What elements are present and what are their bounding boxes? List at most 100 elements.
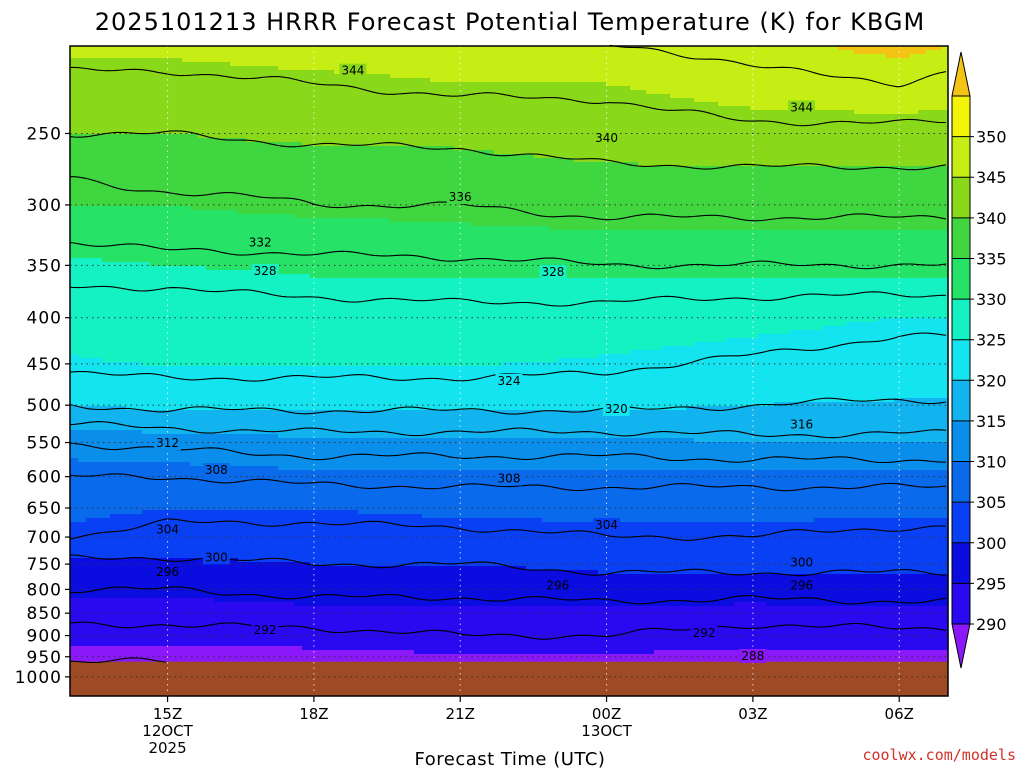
heatmap-cell — [134, 294, 143, 299]
heatmap-cell — [118, 146, 127, 151]
heatmap-cell — [78, 234, 87, 239]
heatmap-cell — [190, 658, 199, 662]
heatmap-cell — [206, 454, 215, 459]
heatmap-cell — [150, 194, 159, 199]
heatmap-cell — [118, 590, 127, 595]
heatmap-cell — [86, 310, 95, 315]
heatmap-cell — [134, 502, 143, 507]
heatmap-cell — [318, 170, 327, 175]
heatmap-cell — [190, 126, 199, 131]
heatmap-cell — [206, 266, 215, 271]
heatmap-cell — [134, 442, 143, 447]
heatmap-cell — [286, 230, 295, 235]
heatmap-cell — [294, 70, 303, 75]
heatmap-cell — [302, 262, 311, 267]
heatmap-cell — [158, 94, 167, 99]
heatmap-cell — [182, 246, 191, 251]
heatmap-cell — [118, 426, 127, 431]
heatmap-cell — [174, 510, 183, 515]
heatmap-cell — [238, 474, 247, 479]
heatmap-cell — [150, 494, 159, 499]
heatmap-cell — [246, 118, 255, 123]
heatmap-cell — [174, 618, 183, 623]
heatmap-cell — [278, 86, 287, 91]
heatmap-cell — [70, 482, 79, 487]
heatmap-cell — [318, 286, 327, 291]
heatmap-cell — [318, 166, 327, 171]
heatmap-cell — [94, 378, 103, 383]
heatmap-cell — [302, 246, 311, 251]
heatmap-cell — [294, 66, 303, 71]
heatmap-cell — [150, 546, 159, 551]
heatmap-cell — [302, 506, 311, 511]
heatmap-cell — [278, 646, 287, 651]
heatmap-cell — [102, 546, 111, 551]
heatmap-cell — [206, 334, 215, 339]
heatmap-cell — [126, 322, 135, 327]
heatmap-cell — [86, 486, 95, 491]
heatmap-cell — [102, 210, 111, 215]
heatmap-cell — [94, 118, 103, 123]
heatmap-cell — [286, 626, 295, 631]
heatmap-cell — [142, 254, 151, 259]
heatmap-cell — [70, 650, 79, 655]
heatmap-cell — [238, 346, 247, 351]
heatmap-cell — [270, 414, 279, 419]
heatmap-cell — [238, 526, 247, 531]
heatmap-cell — [110, 86, 119, 91]
heatmap-cell — [214, 426, 223, 431]
heatmap-cell — [94, 138, 103, 143]
heatmap-cell — [286, 210, 295, 215]
heatmap-cell — [126, 522, 135, 527]
heatmap-cell — [318, 318, 327, 323]
heatmap-cell — [102, 310, 111, 315]
heatmap-cell — [318, 442, 327, 447]
heatmap-cell — [222, 486, 231, 491]
heatmap-cell — [94, 50, 103, 55]
heatmap-cell — [158, 342, 167, 347]
heatmap-cell — [134, 266, 143, 271]
heatmap-cell — [118, 490, 127, 495]
heatmap-cell — [262, 534, 271, 539]
heatmap-cell — [222, 598, 231, 603]
heatmap-cell — [246, 110, 255, 115]
heatmap-cell — [278, 202, 287, 207]
heatmap-cell — [246, 586, 255, 591]
heatmap-cell — [278, 214, 287, 219]
heatmap-cell — [238, 514, 247, 519]
heatmap-cell — [190, 258, 199, 263]
heatmap-cell — [246, 470, 255, 475]
heatmap-cell — [142, 138, 151, 143]
heatmap-cell — [174, 418, 183, 423]
heatmap-cell — [126, 174, 135, 179]
heatmap-cell — [174, 318, 183, 323]
heatmap-cell — [206, 174, 215, 179]
heatmap-cell — [262, 214, 271, 219]
heatmap-cell — [214, 454, 223, 459]
heatmap-cell — [150, 282, 159, 287]
heatmap-cell — [158, 426, 167, 431]
heatmap-cell — [246, 310, 255, 315]
heatmap-cell — [126, 510, 135, 515]
heatmap-cell — [294, 462, 303, 467]
heatmap-cell — [118, 230, 127, 235]
heatmap-cell — [214, 422, 223, 427]
heatmap-cell — [70, 318, 79, 323]
heatmap-cell — [238, 638, 247, 643]
heatmap-cell — [70, 170, 79, 175]
heatmap-cell — [230, 238, 239, 243]
heatmap-cell — [118, 50, 127, 55]
heatmap-cell — [142, 114, 151, 119]
heatmap-cell — [246, 390, 255, 395]
heatmap-cell — [134, 158, 143, 163]
heatmap-cell — [126, 90, 135, 95]
heatmap-cell — [94, 330, 103, 335]
heatmap-cell — [94, 574, 103, 579]
chart-title: 2025101213 HRRR Forecast Potential Tempe… — [95, 8, 925, 36]
heatmap-cell — [126, 134, 135, 139]
heatmap-cell — [182, 278, 191, 283]
heatmap-cell — [174, 134, 183, 139]
heatmap-cell — [134, 470, 143, 475]
heatmap-cell — [294, 110, 303, 115]
heatmap-cell — [254, 370, 263, 375]
